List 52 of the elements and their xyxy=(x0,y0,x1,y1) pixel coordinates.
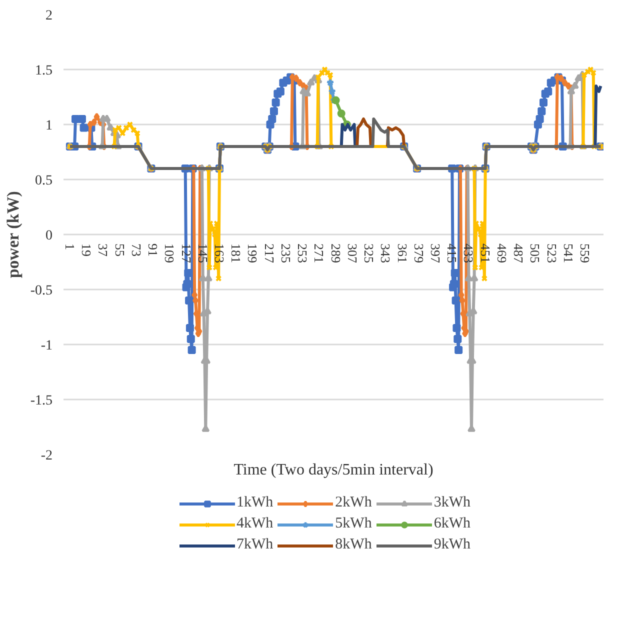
x-tick-label: 55 xyxy=(112,244,128,256)
x-tick-label: 91 xyxy=(146,244,161,256)
x-tick-label: 523 xyxy=(544,244,560,263)
x-tick-label: 289 xyxy=(328,244,344,263)
x-tick-label: 199 xyxy=(245,244,260,263)
y-tick-label: 1 xyxy=(46,118,52,134)
x-tick-label: 433 xyxy=(461,244,476,263)
x-tick-label: 559 xyxy=(578,244,593,263)
legend-label: 4kWh xyxy=(236,516,274,532)
y-tick-label: -1.5 xyxy=(30,394,53,408)
x-tick-label: 37 xyxy=(96,244,111,257)
x-tick-label: 1 xyxy=(62,244,78,250)
x-tick-label: 235 xyxy=(278,244,294,263)
legend-label: 9kWh xyxy=(434,536,471,554)
legend-label: 7kWh xyxy=(236,536,274,554)
x-tick-label: 19 xyxy=(79,244,94,256)
x-tick-label: 109 xyxy=(162,244,178,263)
x-tick-label: 307 xyxy=(344,244,360,264)
y-tick-label: -0.5 xyxy=(30,284,53,298)
x-tick-label: 325 xyxy=(362,244,377,263)
legend-label: 5kWh xyxy=(335,516,372,532)
x-tick-label: 361 xyxy=(394,244,410,263)
x-tick-label: 73 xyxy=(128,244,144,256)
x-tick-label: 505 xyxy=(528,244,543,263)
x-tick-label: 127 xyxy=(178,244,194,264)
x-tick-label: 163 xyxy=(212,244,227,263)
y-tick-label: -2 xyxy=(40,448,53,464)
x-tick-label: 181 xyxy=(228,244,244,263)
x-tick-label: 541 xyxy=(560,244,576,263)
y-tick-label: 0.5 xyxy=(35,174,52,188)
x-tick-label: 145 xyxy=(195,244,210,263)
y-tick-label: 2 xyxy=(46,8,52,24)
y-tick-label: 0 xyxy=(46,228,52,244)
x-tick-label: 469 xyxy=(494,244,510,263)
legend-label: 3kWh xyxy=(434,494,471,512)
legend-label: 8kWh xyxy=(335,536,372,554)
x-tick-label: 379 xyxy=(411,244,426,263)
y-tick-label: -1 xyxy=(40,338,53,354)
x-tick-label: 271 xyxy=(312,244,327,263)
x-tick-label: 217 xyxy=(262,244,277,264)
x-tick-label: 451 xyxy=(478,244,493,263)
x-tick-label: 397 xyxy=(428,244,443,264)
x-axis-title: Time (Two days/5min interval) xyxy=(234,462,434,478)
x-tick-label: 415 xyxy=(444,244,460,263)
x-tick-label: 253 xyxy=(295,244,310,263)
legend-label: 6kWh xyxy=(434,516,471,532)
y-tick-label: 1.5 xyxy=(35,64,52,78)
legend-label: 1kWh xyxy=(236,494,274,512)
x-tick-label: 343 xyxy=(378,244,394,263)
y-axis-title: power (kW) xyxy=(3,191,22,278)
x-tick-label: 487 xyxy=(511,244,526,264)
legend-label: 2kWh xyxy=(335,494,372,512)
